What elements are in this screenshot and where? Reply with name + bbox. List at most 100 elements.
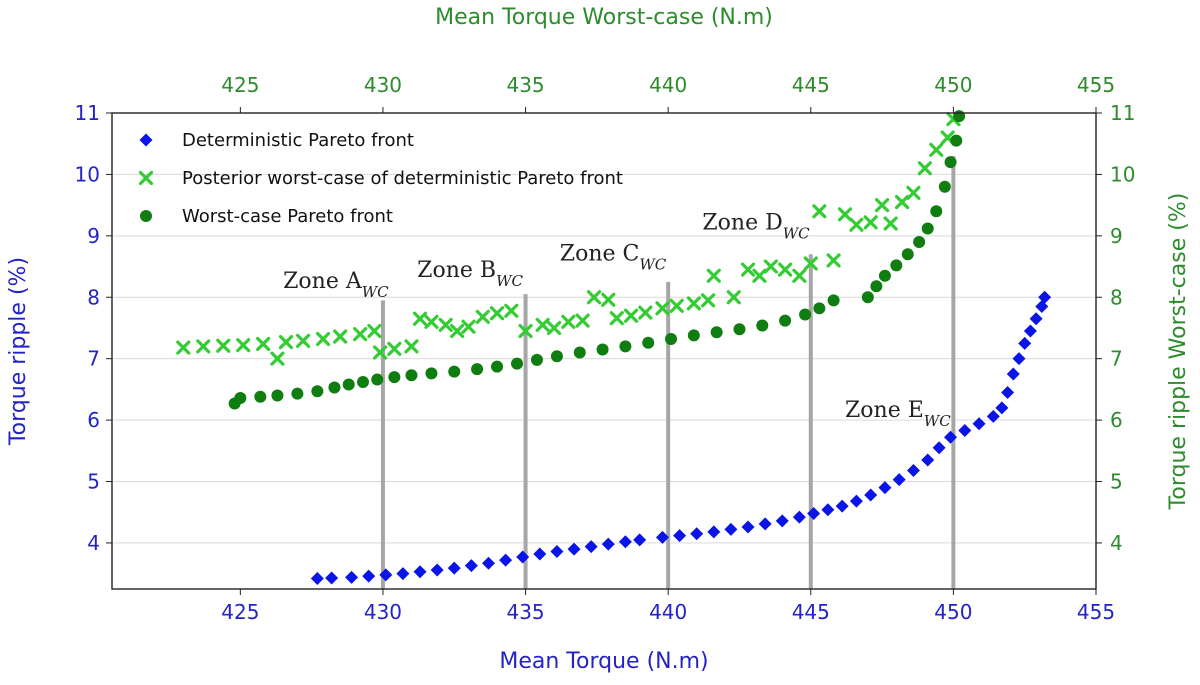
data-point-diamond xyxy=(139,133,153,147)
data-point-circle xyxy=(938,180,951,193)
data-point-x xyxy=(404,339,419,354)
data-point-x xyxy=(740,262,756,277)
data-point-circle xyxy=(870,280,883,293)
data-point-x xyxy=(216,338,231,353)
data-point-circle xyxy=(799,308,812,321)
data-point-diamond xyxy=(724,522,738,536)
data-point-diamond xyxy=(584,540,598,554)
data-point-x xyxy=(546,320,562,336)
y2-tick-label: 8 xyxy=(1110,285,1123,309)
data-point-diamond xyxy=(864,488,878,502)
data-point-diamond xyxy=(464,559,478,573)
y2-tick-label: 4 xyxy=(1110,531,1123,555)
data-point-diamond xyxy=(379,568,393,582)
data-point-x xyxy=(874,198,890,213)
data-point-diamond xyxy=(741,520,755,534)
data-point-x xyxy=(906,185,921,200)
data-point-diamond xyxy=(758,517,772,531)
data-point-x xyxy=(367,323,382,339)
series-diamond xyxy=(310,290,1052,586)
x-tick-label: 440 xyxy=(649,600,687,624)
data-point-circle xyxy=(596,343,609,356)
x2-tick-label: 450 xyxy=(934,73,972,97)
y2-axis-title: Torque ripple Worst-case (%) xyxy=(1166,193,1191,511)
data-point-circle xyxy=(234,391,247,404)
data-point-x xyxy=(792,268,807,283)
y-tick-label: 7 xyxy=(87,347,100,371)
data-point-circle xyxy=(140,210,152,222)
data-point-x xyxy=(863,215,878,230)
data-point-x xyxy=(278,334,294,350)
legend: Deterministic Pareto front Posterior wors… xyxy=(138,130,623,227)
data-point-circle xyxy=(913,235,926,248)
data-point-circle xyxy=(878,269,891,282)
data-point-circle xyxy=(687,329,700,342)
data-point-x xyxy=(575,313,590,328)
data-point-diamond xyxy=(362,569,376,583)
data-point-diamond xyxy=(499,553,513,567)
data-point-circle xyxy=(710,326,723,339)
data-point-x xyxy=(256,336,271,352)
data-point-diamond xyxy=(618,535,632,549)
data-point-circle xyxy=(950,134,963,147)
data-point-diamond xyxy=(932,441,946,455)
data-point-x xyxy=(138,170,154,186)
data-point-diamond xyxy=(972,417,986,431)
data-point-circle xyxy=(471,363,484,376)
data-point-x xyxy=(315,331,331,347)
data-point-circle xyxy=(944,156,957,169)
zone-label: Zone BWC xyxy=(417,258,523,290)
data-point-x xyxy=(438,317,453,332)
data-point-diamond xyxy=(835,499,849,513)
data-point-diamond xyxy=(878,481,892,495)
y-tick-label: 9 xyxy=(87,224,100,248)
y2-tick-label: 10 xyxy=(1110,162,1135,186)
data-point-diamond xyxy=(533,547,547,561)
data-point-circle xyxy=(291,387,304,400)
legend-label: Posterior worst-case of deterministic Pa… xyxy=(182,168,623,189)
data-point-diamond xyxy=(821,503,835,517)
data-point-circle xyxy=(448,365,461,378)
data-point-x xyxy=(489,306,505,321)
x2-axis-title: Mean Torque Worst-case (N.m) xyxy=(435,5,773,30)
x-tick-label: 430 xyxy=(364,600,402,624)
data-point-x xyxy=(701,293,716,308)
data-point-x xyxy=(778,262,793,277)
data-point-circle xyxy=(665,333,678,346)
y-axis-title: Torque ripple (%) xyxy=(6,257,31,446)
y-tick-label: 11 xyxy=(75,101,100,125)
data-point-circle xyxy=(271,389,284,402)
data-point-diamond xyxy=(430,563,444,577)
y2-tick-label: 5 xyxy=(1110,470,1123,494)
data-point-x xyxy=(763,259,778,274)
data-point-circle xyxy=(425,367,438,380)
data-point-x xyxy=(706,268,721,283)
data-point-circle xyxy=(953,110,966,123)
data-point-diamond xyxy=(995,401,1009,415)
data-point-circle xyxy=(861,291,874,304)
data-marks xyxy=(176,110,1052,586)
data-point-diamond xyxy=(325,571,339,585)
data-point-diamond xyxy=(447,561,461,575)
data-point-circle xyxy=(405,369,418,382)
data-point-x xyxy=(849,217,864,232)
data-point-diamond xyxy=(921,453,935,467)
data-point-x xyxy=(535,317,550,332)
y-tick-label: 6 xyxy=(87,408,100,432)
data-point-diamond xyxy=(396,567,410,581)
data-point-diamond xyxy=(986,409,1000,423)
data-point-diamond xyxy=(516,550,530,564)
data-point-diamond xyxy=(1006,367,1020,381)
data-point-diamond xyxy=(944,430,958,444)
data-point-diamond xyxy=(655,530,669,544)
data-point-circle xyxy=(328,381,341,394)
x2-tick-label: 445 xyxy=(792,73,830,97)
zone-label: Zone DWC xyxy=(702,211,810,243)
data-point-circle xyxy=(254,390,267,403)
data-point-x xyxy=(726,290,741,305)
x2-tick-label: 430 xyxy=(364,73,402,97)
series-x xyxy=(176,112,961,366)
data-point-diamond xyxy=(807,506,821,520)
